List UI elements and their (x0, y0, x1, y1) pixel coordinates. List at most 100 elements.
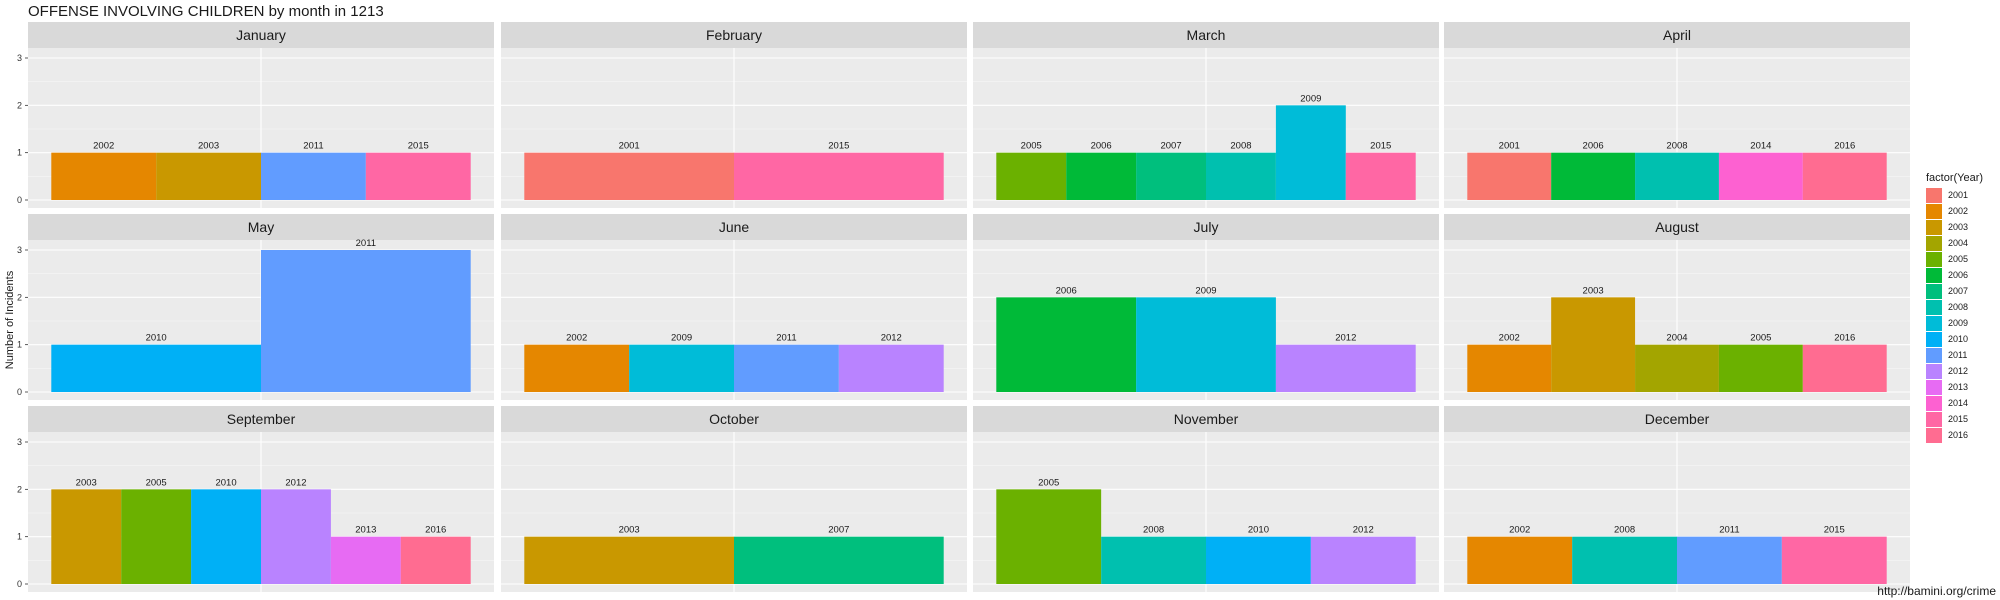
legend-label: 2001 (1948, 190, 1969, 200)
legend-swatch (1926, 411, 1942, 427)
facet-strip-april (1444, 22, 1910, 48)
legend-item-2001: 2001 (1926, 187, 1983, 203)
legend-swatch (1926, 251, 1942, 267)
y-tick-label: 1 (17, 148, 22, 158)
legend-label: 2007 (1948, 286, 1969, 296)
legend-label: 2013 (1948, 382, 1969, 392)
bar-november-2010 (1206, 536, 1311, 584)
bar-label-november-2012: 2012 (1353, 525, 1374, 536)
facet-strip-march (973, 22, 1439, 48)
bar-label-august-2002: 2002 (1499, 333, 1520, 344)
legend-swatch (1926, 427, 1942, 443)
bar-label-february-2015: 2015 (828, 141, 849, 152)
y-tick-label: 2 (17, 484, 22, 494)
bar-january-2015 (365, 152, 471, 200)
facet-title-october: October (709, 411, 759, 427)
bar-november-2008 (1101, 536, 1206, 584)
bar-label-july-2009: 2009 (1195, 285, 1216, 296)
bar-label-september-2016: 2016 (425, 525, 446, 536)
legend-swatch (1926, 283, 1942, 299)
bar-april-2014 (1718, 152, 1803, 200)
legend-item-2015: 2015 (1926, 411, 1983, 427)
bar-label-january-2011: 2011 (303, 141, 323, 152)
y-tick-label: 3 (17, 437, 22, 447)
facet-strip-june (501, 214, 967, 240)
bar-september-2012 (261, 489, 331, 584)
bar-september-2010 (191, 489, 261, 584)
legend-label: 2003 (1948, 222, 1969, 232)
bar-label-september-2005: 2005 (146, 477, 167, 488)
legend-swatch (1926, 379, 1942, 395)
legend-swatch (1926, 219, 1942, 235)
bar-label-september-2010: 2010 (215, 477, 236, 488)
bar-label-august-2005: 2005 (1750, 333, 1771, 344)
bar-june-2012 (838, 344, 944, 392)
legend-item-2007: 2007 (1926, 283, 1983, 299)
bar-august-2003 (1551, 297, 1636, 392)
legend-item-2010: 2010 (1926, 331, 1983, 347)
facet-strip-december (1444, 406, 1910, 432)
bar-november-2012 (1310, 536, 1416, 584)
bar-april-2006 (1551, 152, 1636, 200)
legend-swatch (1926, 363, 1942, 379)
bar-label-july-2012: 2012 (1335, 333, 1356, 344)
source-caption: http://bamini.org/crime (1877, 584, 1996, 598)
facet-strip-july (973, 214, 1439, 240)
bar-april-2016 (1802, 152, 1887, 200)
facet-title-august: August (1655, 219, 1699, 235)
bar-label-april-2016: 2016 (1834, 141, 1855, 152)
legend-item-2002: 2002 (1926, 203, 1983, 219)
legend-item-2009: 2009 (1926, 315, 1983, 331)
bar-december-2015 (1781, 536, 1887, 584)
bar-september-2005 (121, 489, 192, 584)
facet-title-march: March (1187, 27, 1226, 43)
y-tick-label: 0 (17, 579, 22, 589)
bar-label-december-2011: 2011 (1719, 525, 1739, 536)
bar-march-2007 (1136, 152, 1206, 200)
bar-september-2003 (51, 489, 122, 584)
legend-item-2016: 2016 (1926, 427, 1983, 443)
legend-items: 2001 2002 2003 2004 2005 2006 2007 2008 2009 2010… (1926, 187, 1983, 443)
bar-july-2006 (996, 297, 1137, 392)
legend-label: 2002 (1948, 206, 1969, 216)
chart-title: OFFENSE INVOLVING CHILDREN by month in 1… (28, 3, 384, 20)
bar-label-september-2013: 2013 (355, 525, 376, 536)
legend-label: 2011 (1948, 350, 1968, 360)
bar-november-2005 (996, 489, 1102, 584)
bar-june-2011 (734, 344, 839, 392)
bar-april-2008 (1635, 152, 1719, 200)
legend-item-2013: 2013 (1926, 379, 1983, 395)
bar-august-2004 (1635, 344, 1719, 392)
bar-label-october-2007: 2007 (828, 525, 849, 536)
bar-may-2011 (261, 250, 471, 392)
bar-september-2016 (400, 536, 471, 584)
bar-label-march-2005: 2005 (1021, 141, 1042, 152)
facet-strip-may (28, 214, 494, 240)
legend-swatch (1926, 187, 1942, 203)
bar-label-september-2003: 2003 (76, 477, 97, 488)
legend-swatch (1926, 395, 1942, 411)
legend-swatch (1926, 267, 1942, 283)
bar-label-december-2015: 2015 (1824, 525, 1845, 536)
legend-label: 2009 (1948, 318, 1969, 328)
bar-march-2008 (1206, 152, 1276, 200)
legend-label: 2014 (1948, 398, 1969, 408)
legend-label: 2005 (1948, 254, 1969, 264)
facet-strip-september (28, 406, 494, 432)
facet-strip-november (973, 406, 1439, 432)
bar-label-june-2011: 2011 (776, 333, 796, 344)
bar-label-august-2004: 2004 (1666, 333, 1687, 344)
facet-title-february: February (706, 27, 762, 43)
bar-may-2010 (51, 344, 261, 392)
bar-label-january-2015: 2015 (408, 141, 429, 152)
bar-label-november-2005: 2005 (1038, 477, 1059, 488)
bar-august-2002 (1467, 344, 1552, 392)
facet-title-september: September (227, 411, 296, 427)
bar-september-2013 (330, 536, 401, 584)
facet-title-december: December (1645, 411, 1710, 427)
y-tick-label: 2 (17, 100, 22, 110)
bar-december-2011 (1677, 536, 1782, 584)
bar-label-august-2003: 2003 (1583, 285, 1604, 296)
facet-strip-february (501, 22, 967, 48)
